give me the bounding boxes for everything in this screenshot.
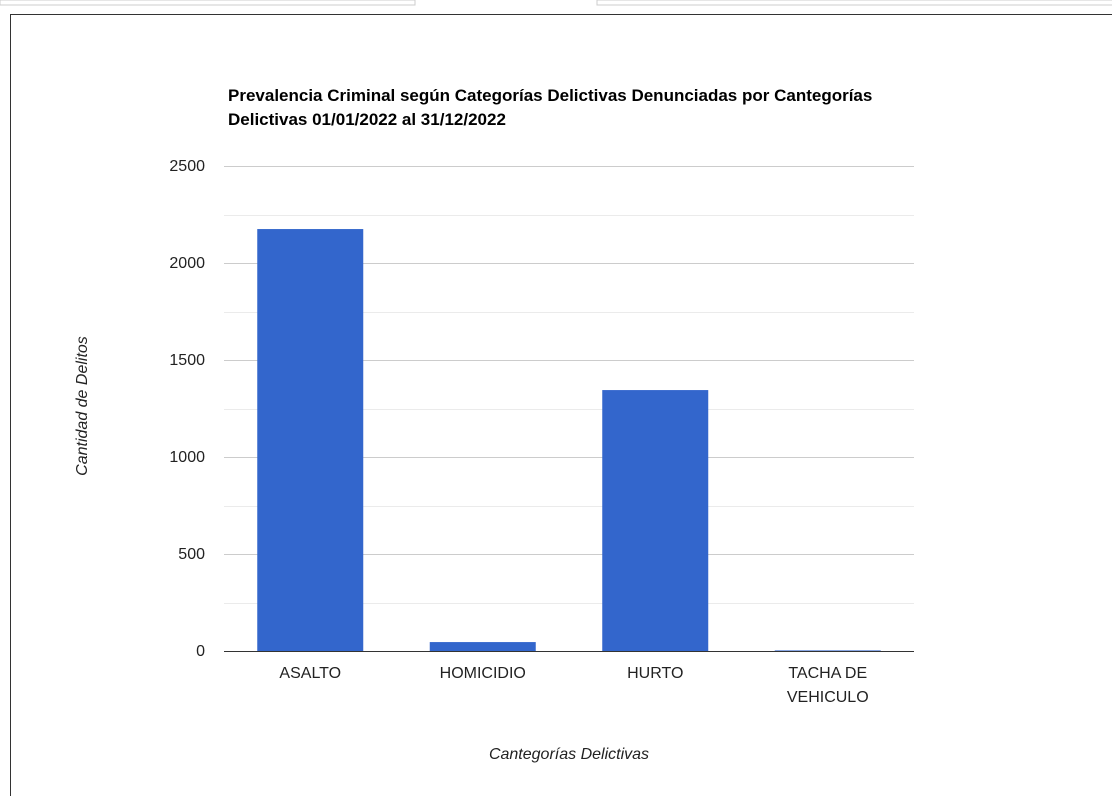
bar [774,650,881,651]
bar [429,642,536,651]
y-tick-label: 500 [178,545,205,563]
y-tick-label: 1500 [169,351,205,369]
y-tick-label: 2000 [169,254,205,272]
frame [10,14,1112,796]
x-tick-label: HURTO [627,665,684,682]
chart-title: Prevalencia Criminal según Categorías De… [228,86,873,129]
x-tick-label: ASALTO [279,665,342,682]
x-tick-label: HOMICIDIO [439,665,526,682]
x-axis-label: Cantegorías Delictivas [488,746,650,763]
tab [0,0,416,6]
bar [257,229,364,652]
tab [596,0,1112,6]
y-axis-label: Cantidad de Delitos [74,336,91,476]
y-tick-label: 2500 [169,157,205,175]
x-tick-label: TACHA DE VEHICULO [786,665,869,706]
y-tick-label: 1000 [169,448,205,466]
bar [602,390,709,651]
y-tick-label: 0 [196,642,205,660]
